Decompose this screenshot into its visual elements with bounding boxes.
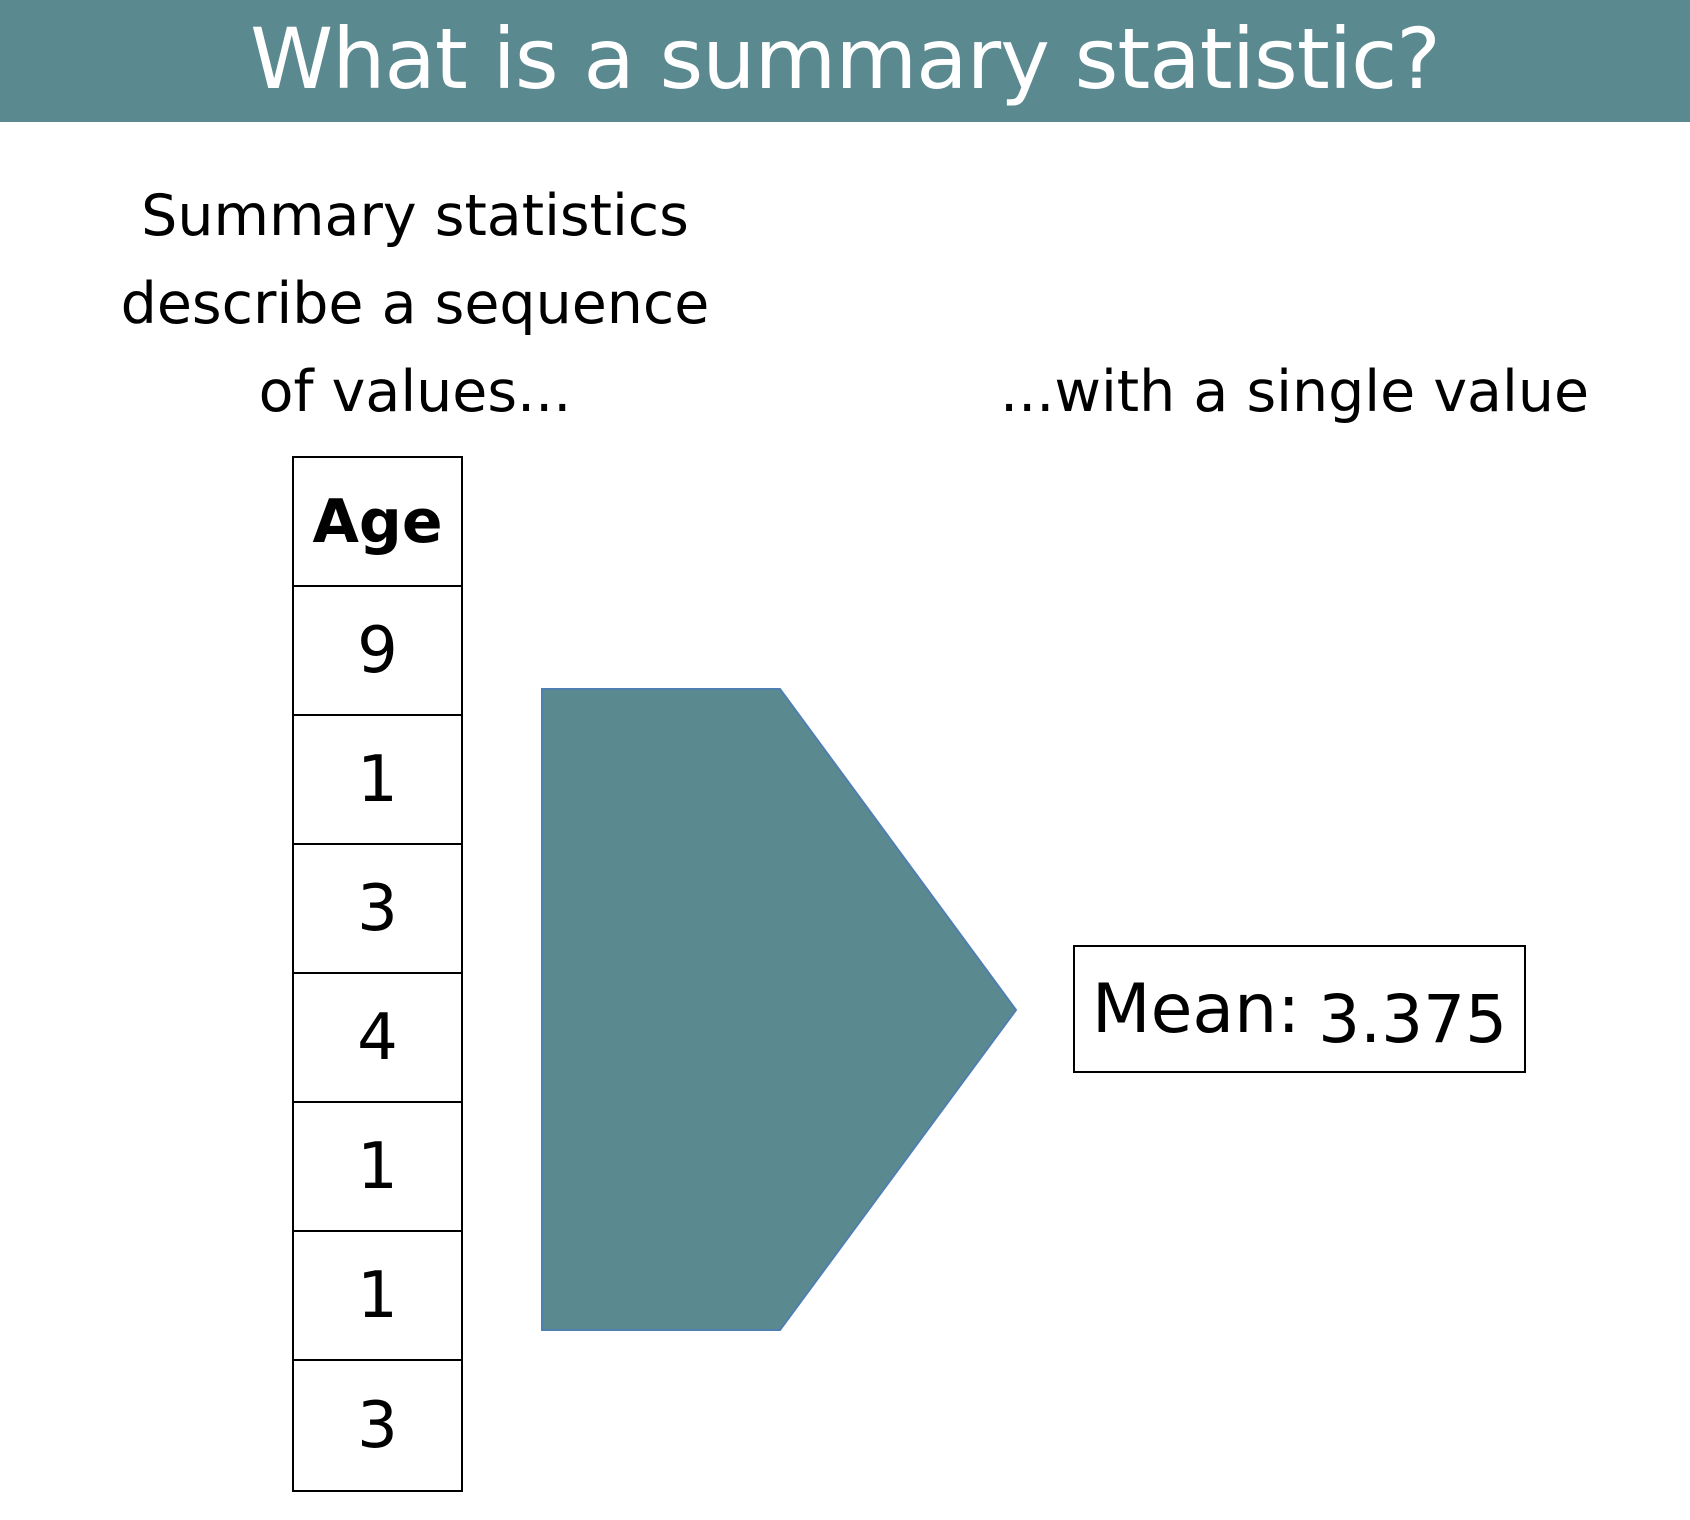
mean-label: Mean: <box>1091 969 1301 1049</box>
age-table-cell: 1 <box>294 1232 461 1361</box>
mean-result-box: Mean: 3.375 <box>1073 945 1526 1073</box>
age-table-cell: 3 <box>294 845 461 974</box>
age-table-header: Age <box>294 458 461 587</box>
right-caption: ...with a single value <box>1000 359 1590 425</box>
page-title: What is a summary statistic? <box>250 10 1441 108</box>
left-caption-line-2: describe a sequence <box>120 271 710 337</box>
age-table-cell: 3 <box>357 1388 398 1463</box>
left-caption-line-1: Summary statistics <box>141 183 689 249</box>
age-table: Age 9 1 3 4 1 1 3 <box>292 456 463 1492</box>
age-table-cell: 4 <box>294 974 461 1103</box>
age-table-cell: 9 <box>294 587 461 716</box>
left-caption-line-3: of values... <box>258 359 572 425</box>
pentagon-arrow-icon <box>541 688 1018 1331</box>
left-caption: Summary statistics describe a sequence o… <box>60 172 770 436</box>
age-table-cell: 1 <box>294 716 461 845</box>
title-bar: What is a summary statistic? <box>0 0 1690 122</box>
mean-value: 3.375 <box>1318 980 1508 1058</box>
age-table-cell: 1 <box>294 1103 461 1232</box>
